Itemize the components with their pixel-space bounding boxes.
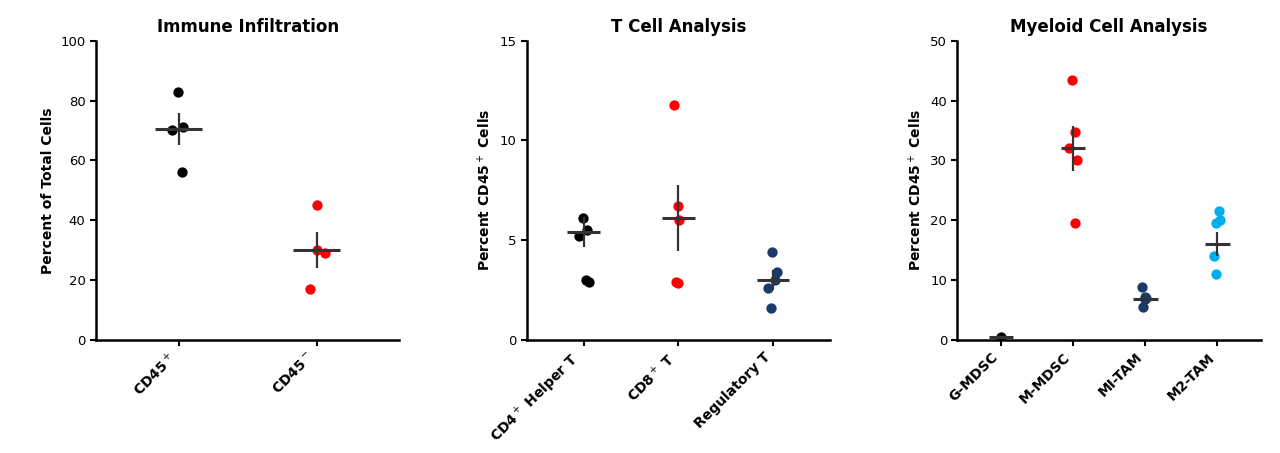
Point: [173, 124, 193, 131]
Point: [1068, 157, 1088, 164]
Point: [307, 246, 328, 254]
Point: [315, 250, 335, 257]
Point: [1135, 295, 1156, 303]
Point: [1062, 76, 1083, 83]
Title: T Cell Analysis: T Cell Analysis: [611, 19, 746, 36]
Point: [1059, 145, 1079, 152]
Point: [1210, 217, 1230, 224]
Point: [666, 278, 686, 285]
Point: [579, 278, 599, 285]
Point: [1135, 293, 1156, 300]
Point: [173, 169, 193, 176]
Point: [568, 232, 589, 240]
Point: [300, 285, 320, 293]
Title: Immune Infiltration: Immune Infiltration: [156, 19, 339, 36]
Point: [1065, 220, 1085, 227]
Point: [760, 304, 781, 312]
Point: [161, 127, 182, 134]
Y-axis label: Percent of Total Cells: Percent of Total Cells: [41, 107, 55, 274]
Point: [668, 202, 689, 210]
Point: [767, 268, 787, 275]
Point: [758, 284, 778, 292]
Title: Myeloid Cell Analysis: Myeloid Cell Analysis: [1010, 19, 1208, 36]
Point: [1206, 220, 1226, 227]
Point: [1132, 284, 1152, 291]
Point: [1135, 294, 1156, 302]
Point: [663, 101, 684, 108]
Point: [1208, 207, 1229, 215]
Point: [1203, 252, 1224, 260]
Point: [1065, 128, 1085, 135]
Point: [1133, 303, 1153, 310]
Point: [1206, 270, 1226, 278]
Point: [991, 333, 1011, 340]
Point: [668, 280, 689, 287]
Y-axis label: Percent CD45$^+$ Cells: Percent CD45$^+$ Cells: [476, 109, 494, 271]
Point: [765, 276, 786, 284]
Point: [668, 217, 689, 224]
Y-axis label: Percent CD45$^+$ Cells: Percent CD45$^+$ Cells: [908, 109, 924, 271]
Point: [306, 202, 326, 209]
Point: [168, 88, 188, 95]
Point: [576, 276, 596, 284]
Point: [572, 215, 593, 222]
Point: [576, 226, 596, 234]
Point: [762, 248, 782, 255]
